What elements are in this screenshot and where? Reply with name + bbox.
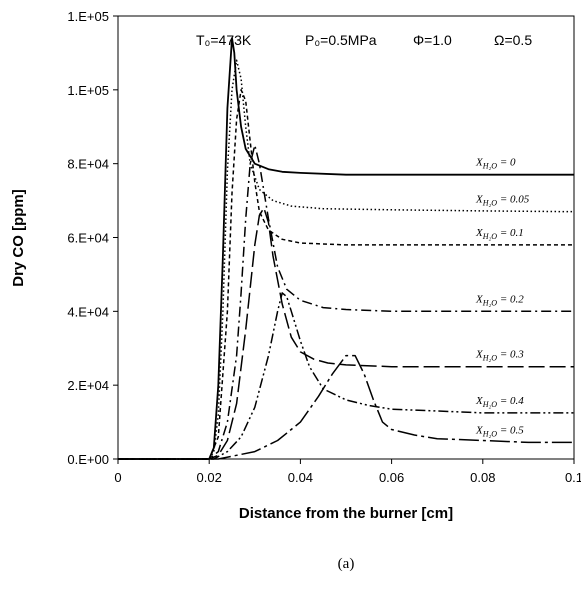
condition-temperature: T₀=473K xyxy=(196,32,252,48)
series-label: XH₂O = 0.05 xyxy=(475,194,530,208)
series-line xyxy=(118,207,574,460)
condition-equivalence-ratio: Φ=1.0 xyxy=(413,32,452,48)
series-lines xyxy=(118,37,575,460)
y-tick-label: 6.E+04 xyxy=(67,231,109,246)
series-line xyxy=(118,354,574,460)
x-tick-label: 0.08 xyxy=(470,470,495,485)
series-line xyxy=(118,37,574,460)
figure-caption: (a) xyxy=(338,556,355,572)
series-label: XH₂O = 0.2 xyxy=(475,293,524,307)
series-line xyxy=(118,292,574,460)
series-line xyxy=(118,144,574,460)
y-tick-label: 4.E+04 xyxy=(67,304,109,319)
y-tick-label: 0.E+00 xyxy=(67,452,109,467)
y-tick-label: 1.E+05 xyxy=(67,9,109,24)
x-tick-label: 0 xyxy=(114,470,121,485)
x-axis-title: Distance from the burner [cm] xyxy=(239,505,453,522)
x-axis-ticks: 0 0.02 0.04 0.06 0.08 0.1 xyxy=(114,459,581,485)
y-tick-label: 1.E+05 xyxy=(67,83,109,98)
x-tick-label: 0.1 xyxy=(565,470,581,485)
x-tick-label: 0.02 xyxy=(197,470,222,485)
y-tick-label: 2.E+04 xyxy=(67,378,109,393)
series-label: XH₂O = 0.3 xyxy=(475,349,524,363)
y-axis-ticks: 0.E+00 2.E+04 4.E+04 6.E+04 8.E+04 1.E+05 1.E+… xyxy=(67,9,118,467)
y-tick-label: 8.E+04 xyxy=(67,157,109,172)
series-line xyxy=(118,89,574,460)
condition-omega: Ω=0.5 xyxy=(494,32,532,48)
condition-pressure: P₀=0.5MPa xyxy=(305,32,377,48)
series-line xyxy=(118,59,575,460)
conditions-row: T₀=473K P₀=0.5MPa Φ=1.0 Ω=0.5 xyxy=(196,32,532,48)
series-label: XH₂O = 0.4 xyxy=(475,395,524,409)
series-label: XH₂O = 0 xyxy=(475,157,516,171)
x-tick-label: 0.06 xyxy=(379,470,404,485)
series-label: XH₂O = 0.5 xyxy=(475,424,524,438)
series-labels: XH₂O = 0 XH₂O = 0.05 XH₂O = 0.1 XH₂O = 0.2 X… xyxy=(475,157,530,439)
x-tick-label: 0.04 xyxy=(288,470,313,485)
y-axis-title: Dry CO [ppm] xyxy=(10,189,27,287)
series-label: XH₂O = 0.1 xyxy=(475,227,524,241)
